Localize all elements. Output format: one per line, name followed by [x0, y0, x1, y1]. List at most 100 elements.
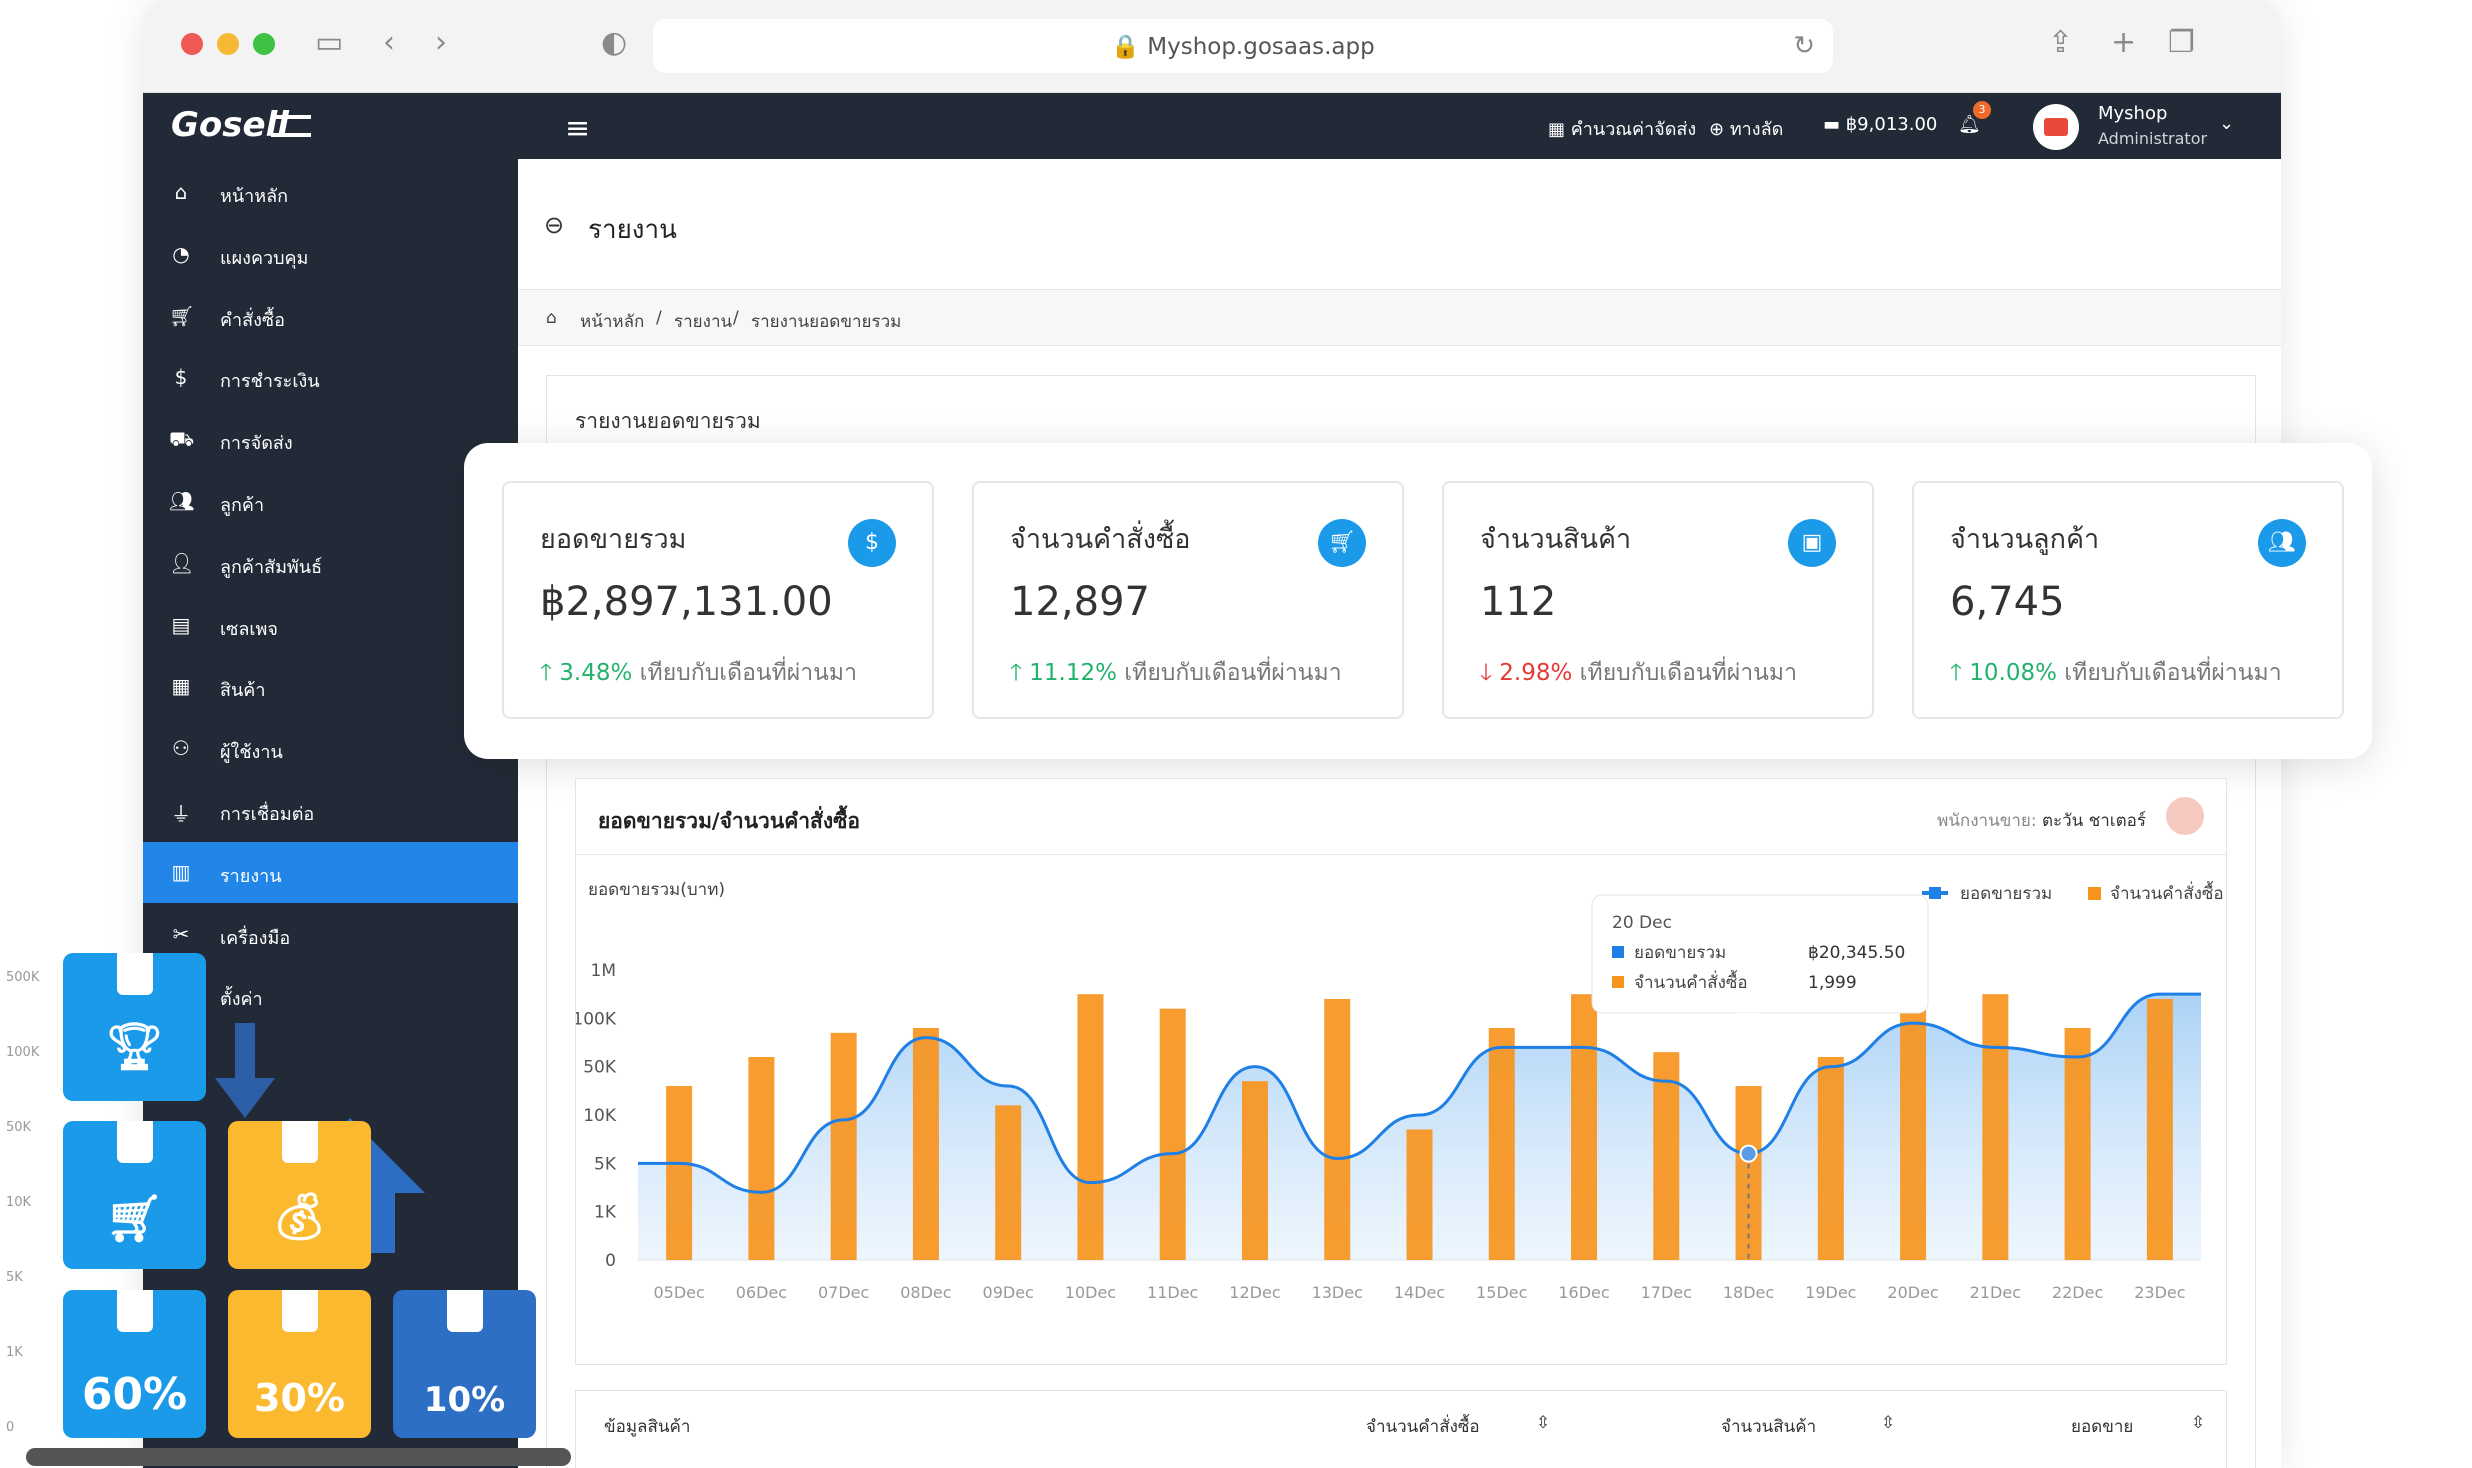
sales-chart: ยอดขายรวม(บาท) 1M 100K 50K 10K 5K 1K 0 05Dec 06De… — [576, 880, 2224, 1302]
sidebar-item-label: แผงควบคุม — [220, 247, 309, 269]
sidebar-item[interactable]: ◔ แผงควบคุม — [143, 224, 518, 285]
staff-avatar[interactable] — [2164, 795, 2206, 837]
chevron-down-icon[interactable]: ⌄ — [2219, 113, 2235, 134]
sidebar-item[interactable]: 👥︎ ลูกค้า — [143, 471, 518, 532]
user-name[interactable]: Myshop — [2098, 103, 2168, 124]
sidebar-item-label: หน้าหลัก — [220, 186, 289, 207]
order-bar — [1571, 994, 1598, 1260]
sidebar-item[interactable]: ▥ รายงาน — [143, 841, 518, 903]
cart-icon: 🛒︎ — [169, 303, 195, 328]
chart-card-header: ยอดขายรวม/จำนวนคำสั่งซื้อ พนักงานขาย: ตะ… — [576, 779, 2226, 855]
breadcrumb-report[interactable]: รายงาน — [674, 312, 733, 332]
back-circle-icon[interactable]: ⊖ — [544, 211, 565, 239]
order-bar — [1817, 1057, 1844, 1260]
shortcut-link[interactable]: ⊕ ทางลัด — [1709, 119, 1784, 140]
sidebar-item[interactable]: ⛟ การจัดส่ง — [143, 409, 518, 470]
truck-icon: ⛟ — [169, 427, 195, 452]
tabs-overview-icon[interactable]: ❐ — [2168, 25, 2195, 60]
kpi-value: 12,897 — [1010, 579, 1150, 625]
share-icon[interactable]: ⇪ — [2048, 25, 2074, 60]
sidebar-item[interactable]: ⌂ หน้าหลัก — [143, 162, 518, 223]
kpi-change-note: เทียบกับเดือนที่ผ่านมา — [2064, 660, 2282, 686]
sidebar-item[interactable]: ✂ เครื่องมือ — [143, 904, 518, 965]
reload-icon[interactable]: ↻ — [1793, 31, 1815, 61]
x-tick-label: 16Dec — [1558, 1283, 1609, 1302]
tooltip-title: 20 Dec — [1612, 913, 1672, 933]
breadcrumb-home[interactable]: หน้าหลัก — [580, 312, 645, 332]
sidebar-item[interactable]: 👤︎ ลูกค้าสัมพันธ์ — [143, 533, 518, 594]
tooltip-swatch — [1612, 976, 1624, 988]
back-arrow-icon[interactable]: ‹ — [383, 25, 395, 60]
arrow-up-icon: 🡑 — [1010, 660, 1022, 686]
sidebar-item-label: ลูกค้า — [220, 495, 265, 516]
x-tick-label: 13Dec — [1312, 1283, 1363, 1302]
y-tick-label: 0 — [605, 1251, 616, 1271]
shield-icon[interactable]: ◐ — [601, 25, 628, 60]
shipping-calc-label: คำนวณค่าจัดส่ง — [1570, 119, 1697, 140]
sidebar-item[interactable]: ⚇ ผู้ใช้งาน — [143, 718, 518, 779]
x-tick-label: 06Dec — [736, 1283, 787, 1302]
pct-tile-60: 60% — [63, 1290, 206, 1438]
arrow-up-icon: 🡑 — [1950, 660, 1962, 686]
sidebar-item[interactable]: ▦ สินค้า — [143, 656, 518, 717]
deco-axis-label: 0 — [6, 1420, 15, 1435]
page-header: ⊖ รายงาน — [518, 159, 2281, 290]
close-window-button[interactable] — [181, 33, 203, 55]
sidebar-toggle-icon[interactable]: ▭ — [315, 25, 344, 60]
home-icon[interactable]: ⌂ — [546, 308, 557, 328]
y-tick-label: 1K — [594, 1203, 617, 1223]
deco-axis-label: 5K — [6, 1270, 23, 1285]
sidebar-item[interactable]: 🛒︎ คำสั่งซื้อ — [143, 286, 518, 347]
breadcrumb: ⌂ หน้าหลัก / รายงาน / รายงานยอดขายรวม — [518, 290, 2281, 346]
x-tick-label: 07Dec — [818, 1283, 869, 1302]
x-tick-label: 05Dec — [653, 1283, 704, 1302]
maximize-window-button[interactable] — [253, 33, 275, 55]
sidebar-item-label: ผู้ใช้งาน — [220, 742, 283, 764]
order-bar — [2146, 999, 2173, 1260]
money-bag-icon: $ — [848, 519, 896, 567]
kpi-value: ฿2,897,131.00 — [540, 579, 833, 625]
wallet-balance[interactable]: ▬ ฿9,013.00 — [1823, 114, 1938, 135]
kpi-change-note: เทียบกับเดือนที่ผ่านมา — [1124, 660, 1342, 686]
forward-arrow-icon[interactable]: › — [435, 25, 447, 60]
bell-icon[interactable]: 🔔︎ — [1958, 114, 1981, 135]
pct-30-label: 30% — [254, 1376, 345, 1420]
menu-toggle-icon[interactable]: ≡ — [565, 111, 591, 146]
sort-icon[interactable]: ⇳ — [2191, 1413, 2206, 1433]
x-tick-label: 12Dec — [1229, 1283, 1280, 1302]
sidebar-item[interactable]: $ การชำระเงิน — [143, 347, 518, 408]
logo[interactable]: Gosell — [171, 105, 289, 145]
sort-icon[interactable]: ⇳ — [1536, 1413, 1551, 1433]
minimize-window-button[interactable] — [217, 33, 239, 55]
y-tick-label: 10K — [583, 1106, 617, 1126]
horizontal-scrollbar[interactable] — [26, 1448, 571, 1466]
col-order-count[interactable]: จำนวนคำสั่งซื้อ — [1366, 1417, 1480, 1437]
col-product-info[interactable]: ข้อมูลสินค้า — [604, 1417, 691, 1437]
dollar-icon: $ — [174, 365, 188, 390]
app-header: Gosell ≡ ▦ คำนวณค่าจัดส่ง ⊕ ทางลัด ▬ ฿9,… — [143, 93, 2281, 159]
x-tick-label: 18Dec — [1723, 1283, 1774, 1302]
address-bar[interactable]: 🔒 Myshop.gosaas.app ↻ — [653, 19, 1833, 73]
col-product-count[interactable]: จำนวนสินค้า — [1721, 1417, 1817, 1437]
shop-avatar[interactable] — [2033, 104, 2079, 150]
col-sales[interactable]: ยอดขาย — [2071, 1417, 2134, 1437]
balance-value: ฿9,013.00 — [1845, 114, 1938, 135]
sort-icon[interactable]: ⇳ — [1881, 1413, 1896, 1433]
sales-line — [637, 992, 2202, 1194]
legend-label: จำนวนคำสั่งซื้อ — [2110, 881, 2224, 904]
sidebar-item-label: เซลเพจ — [220, 618, 278, 640]
order-bar — [1406, 1129, 1433, 1260]
kpi-change: 🡓 2.98% เทียบกับเดือนที่ผ่านมา — [1480, 655, 1797, 695]
chart-icon: ▥ — [171, 859, 191, 884]
panel-title: รายงานยอดขายรวม — [575, 409, 761, 433]
new-tab-icon[interactable]: + — [2111, 25, 2137, 60]
sidebar-item[interactable]: ▤ เซลเพจ — [143, 595, 518, 656]
pct-10-label: 10% — [423, 1380, 506, 1420]
x-tick-label: 09Dec — [983, 1283, 1034, 1302]
user-group-icon: ⚇ — [172, 736, 190, 761]
sidebar-item[interactable]: ⏚ การเชื่อมต่อ — [143, 780, 518, 841]
breadcrumb-sep: / — [656, 308, 662, 328]
order-bar — [1653, 1052, 1680, 1260]
shipping-calc-link[interactable]: ▦ คำนวณค่าจัดส่ง — [1548, 119, 1697, 140]
order-bar — [995, 1105, 1022, 1260]
